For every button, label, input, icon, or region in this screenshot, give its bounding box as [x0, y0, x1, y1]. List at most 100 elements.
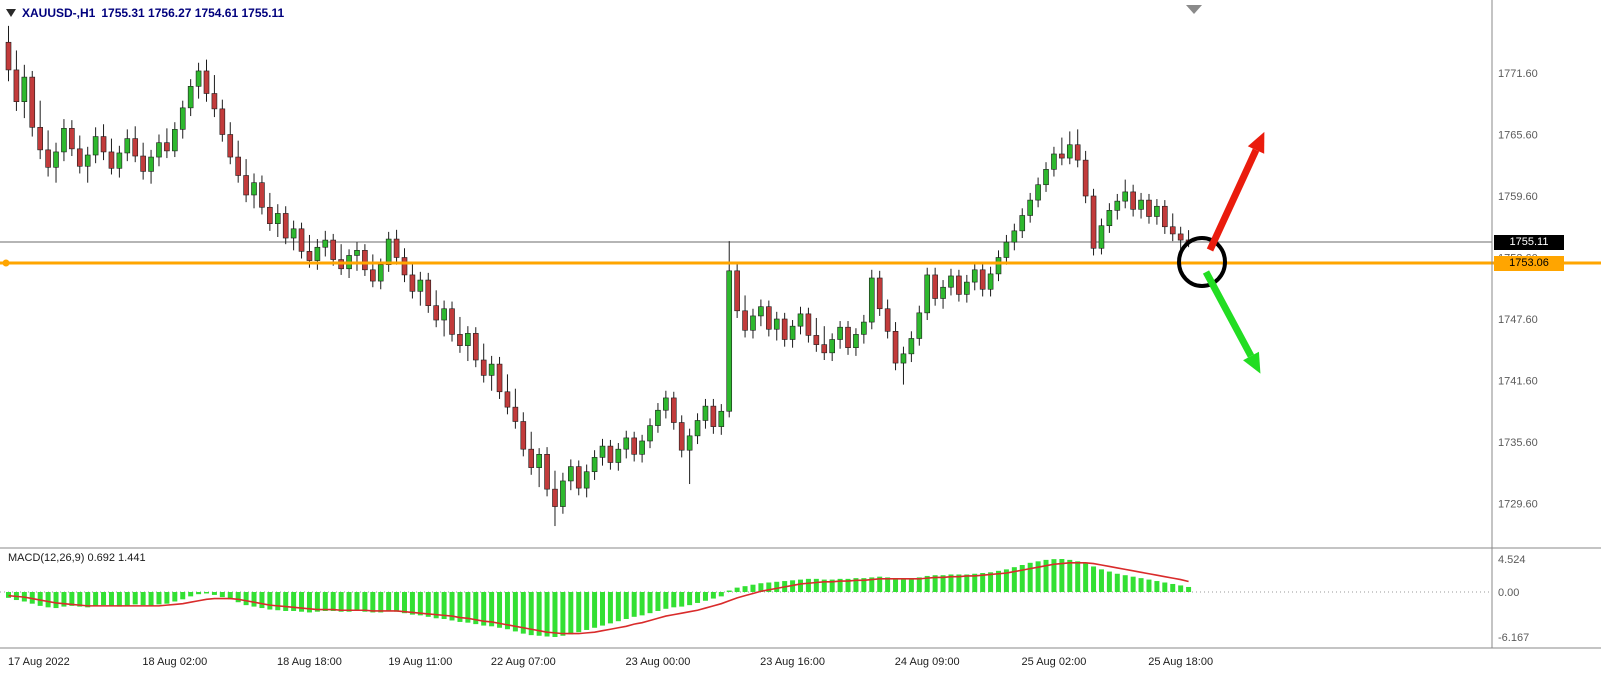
candle-body [195, 70, 202, 87]
candle-body [1177, 233, 1184, 241]
candle-body [274, 213, 281, 224]
macd-axis-label: 4.524 [1498, 554, 1526, 566]
candle-body [560, 480, 566, 507]
candle-body [409, 274, 416, 292]
candle-body [552, 488, 558, 507]
candle-body [829, 339, 835, 354]
candle-body [1138, 199, 1144, 210]
candle-body [758, 306, 764, 317]
hline-price-badge: 1753.06 [1494, 256, 1564, 271]
price-axis-label: 1765.60 [1498, 130, 1538, 142]
candle-body [773, 318, 780, 330]
candle-body [884, 308, 891, 332]
candle-body [322, 239, 329, 248]
candle-body [948, 275, 954, 288]
candle-body [449, 308, 455, 335]
candle-body [425, 279, 432, 306]
candle-body [1043, 169, 1049, 186]
candle-body [480, 359, 487, 376]
candle-body [385, 238, 392, 265]
candle-body [267, 206, 273, 224]
candle-body [1051, 153, 1057, 170]
price-axis-label: 1747.60 [1498, 314, 1538, 326]
candle-body [845, 326, 851, 349]
candle-body [314, 246, 321, 261]
candle-body [853, 334, 859, 348]
candle-body [766, 306, 772, 330]
candle-body [987, 273, 994, 290]
candle-body [599, 445, 606, 458]
bearish-arrow-head [1243, 351, 1261, 374]
candle-body [227, 134, 234, 158]
candle-body [441, 308, 447, 321]
candle-body [655, 409, 661, 426]
candle-body [591, 457, 598, 473]
bid-price-badge: 1755.11 [1494, 235, 1564, 250]
candle-body [393, 238, 400, 258]
candle-body [924, 274, 931, 314]
candle-body [1169, 226, 1176, 235]
candle-body [583, 471, 590, 489]
candle-body [1114, 200, 1121, 211]
candle-body [100, 136, 107, 153]
candle-body [615, 448, 622, 463]
candle-body [108, 151, 115, 169]
time-axis-label: 23 Aug 00:00 [626, 656, 691, 668]
candle-body [156, 142, 162, 158]
candle-body [84, 154, 91, 167]
candle-body [187, 86, 194, 109]
candle-body [956, 275, 962, 295]
price-axis-label: 1741.60 [1498, 376, 1538, 388]
candle-body [362, 250, 368, 271]
candle-body [568, 466, 574, 482]
price-axis-label: 1729.60 [1498, 499, 1538, 511]
candle-body [964, 281, 970, 295]
candle-body [465, 333, 471, 346]
candle-body [718, 410, 725, 427]
hline-anchor-dot [2, 259, 10, 267]
candle-body [417, 279, 424, 292]
candle-body [979, 269, 986, 290]
candle-body [433, 305, 439, 321]
candle-body [995, 257, 1002, 275]
candle-body [742, 310, 748, 331]
candle-body [861, 321, 867, 335]
time-axis-label: 24 Aug 09:00 [895, 656, 960, 668]
candle-body [1106, 210, 1113, 227]
candle-body [821, 344, 828, 354]
candle-body [219, 108, 226, 135]
symbol-period-label: XAUUSD-,H1 [22, 6, 96, 20]
candle-body [29, 76, 36, 128]
candle-body [932, 274, 938, 299]
candle-body [401, 257, 408, 276]
candle-body [496, 363, 503, 393]
candle-body [472, 333, 479, 361]
candle-body [940, 286, 946, 299]
candle-body [290, 228, 297, 239]
candle-body [235, 156, 241, 176]
highlight-circle [1177, 236, 1227, 288]
candle-body [1035, 184, 1041, 201]
time-axis-label: 25 Aug 02:00 [1022, 656, 1087, 668]
candle-body [647, 425, 653, 442]
candle-body [140, 155, 146, 172]
bullish-arrow-head [1247, 131, 1265, 154]
candle-body [781, 318, 788, 340]
macd-axis-label: 0.00 [1498, 587, 1519, 599]
bullish-arrow-shaft [1206, 148, 1260, 252]
time-axis-label: 22 Aug 07:00 [491, 656, 556, 668]
time-axis-label: 25 Aug 18:00 [1148, 656, 1213, 668]
candle-body [663, 397, 669, 411]
symbol-marker-icon [6, 9, 16, 17]
candle-body [639, 440, 645, 455]
macd-indicator-label: MACD(12,26,9) 0.692 1.441 [8, 552, 146, 564]
candle-body [536, 453, 542, 468]
candle-body [710, 405, 717, 427]
candle-body [1154, 205, 1160, 217]
price-axis-label: 1735.60 [1498, 437, 1538, 449]
candle-body [5, 41, 12, 71]
candle-body [1059, 153, 1065, 159]
candle-body [148, 156, 154, 172]
candle-body [259, 182, 265, 208]
